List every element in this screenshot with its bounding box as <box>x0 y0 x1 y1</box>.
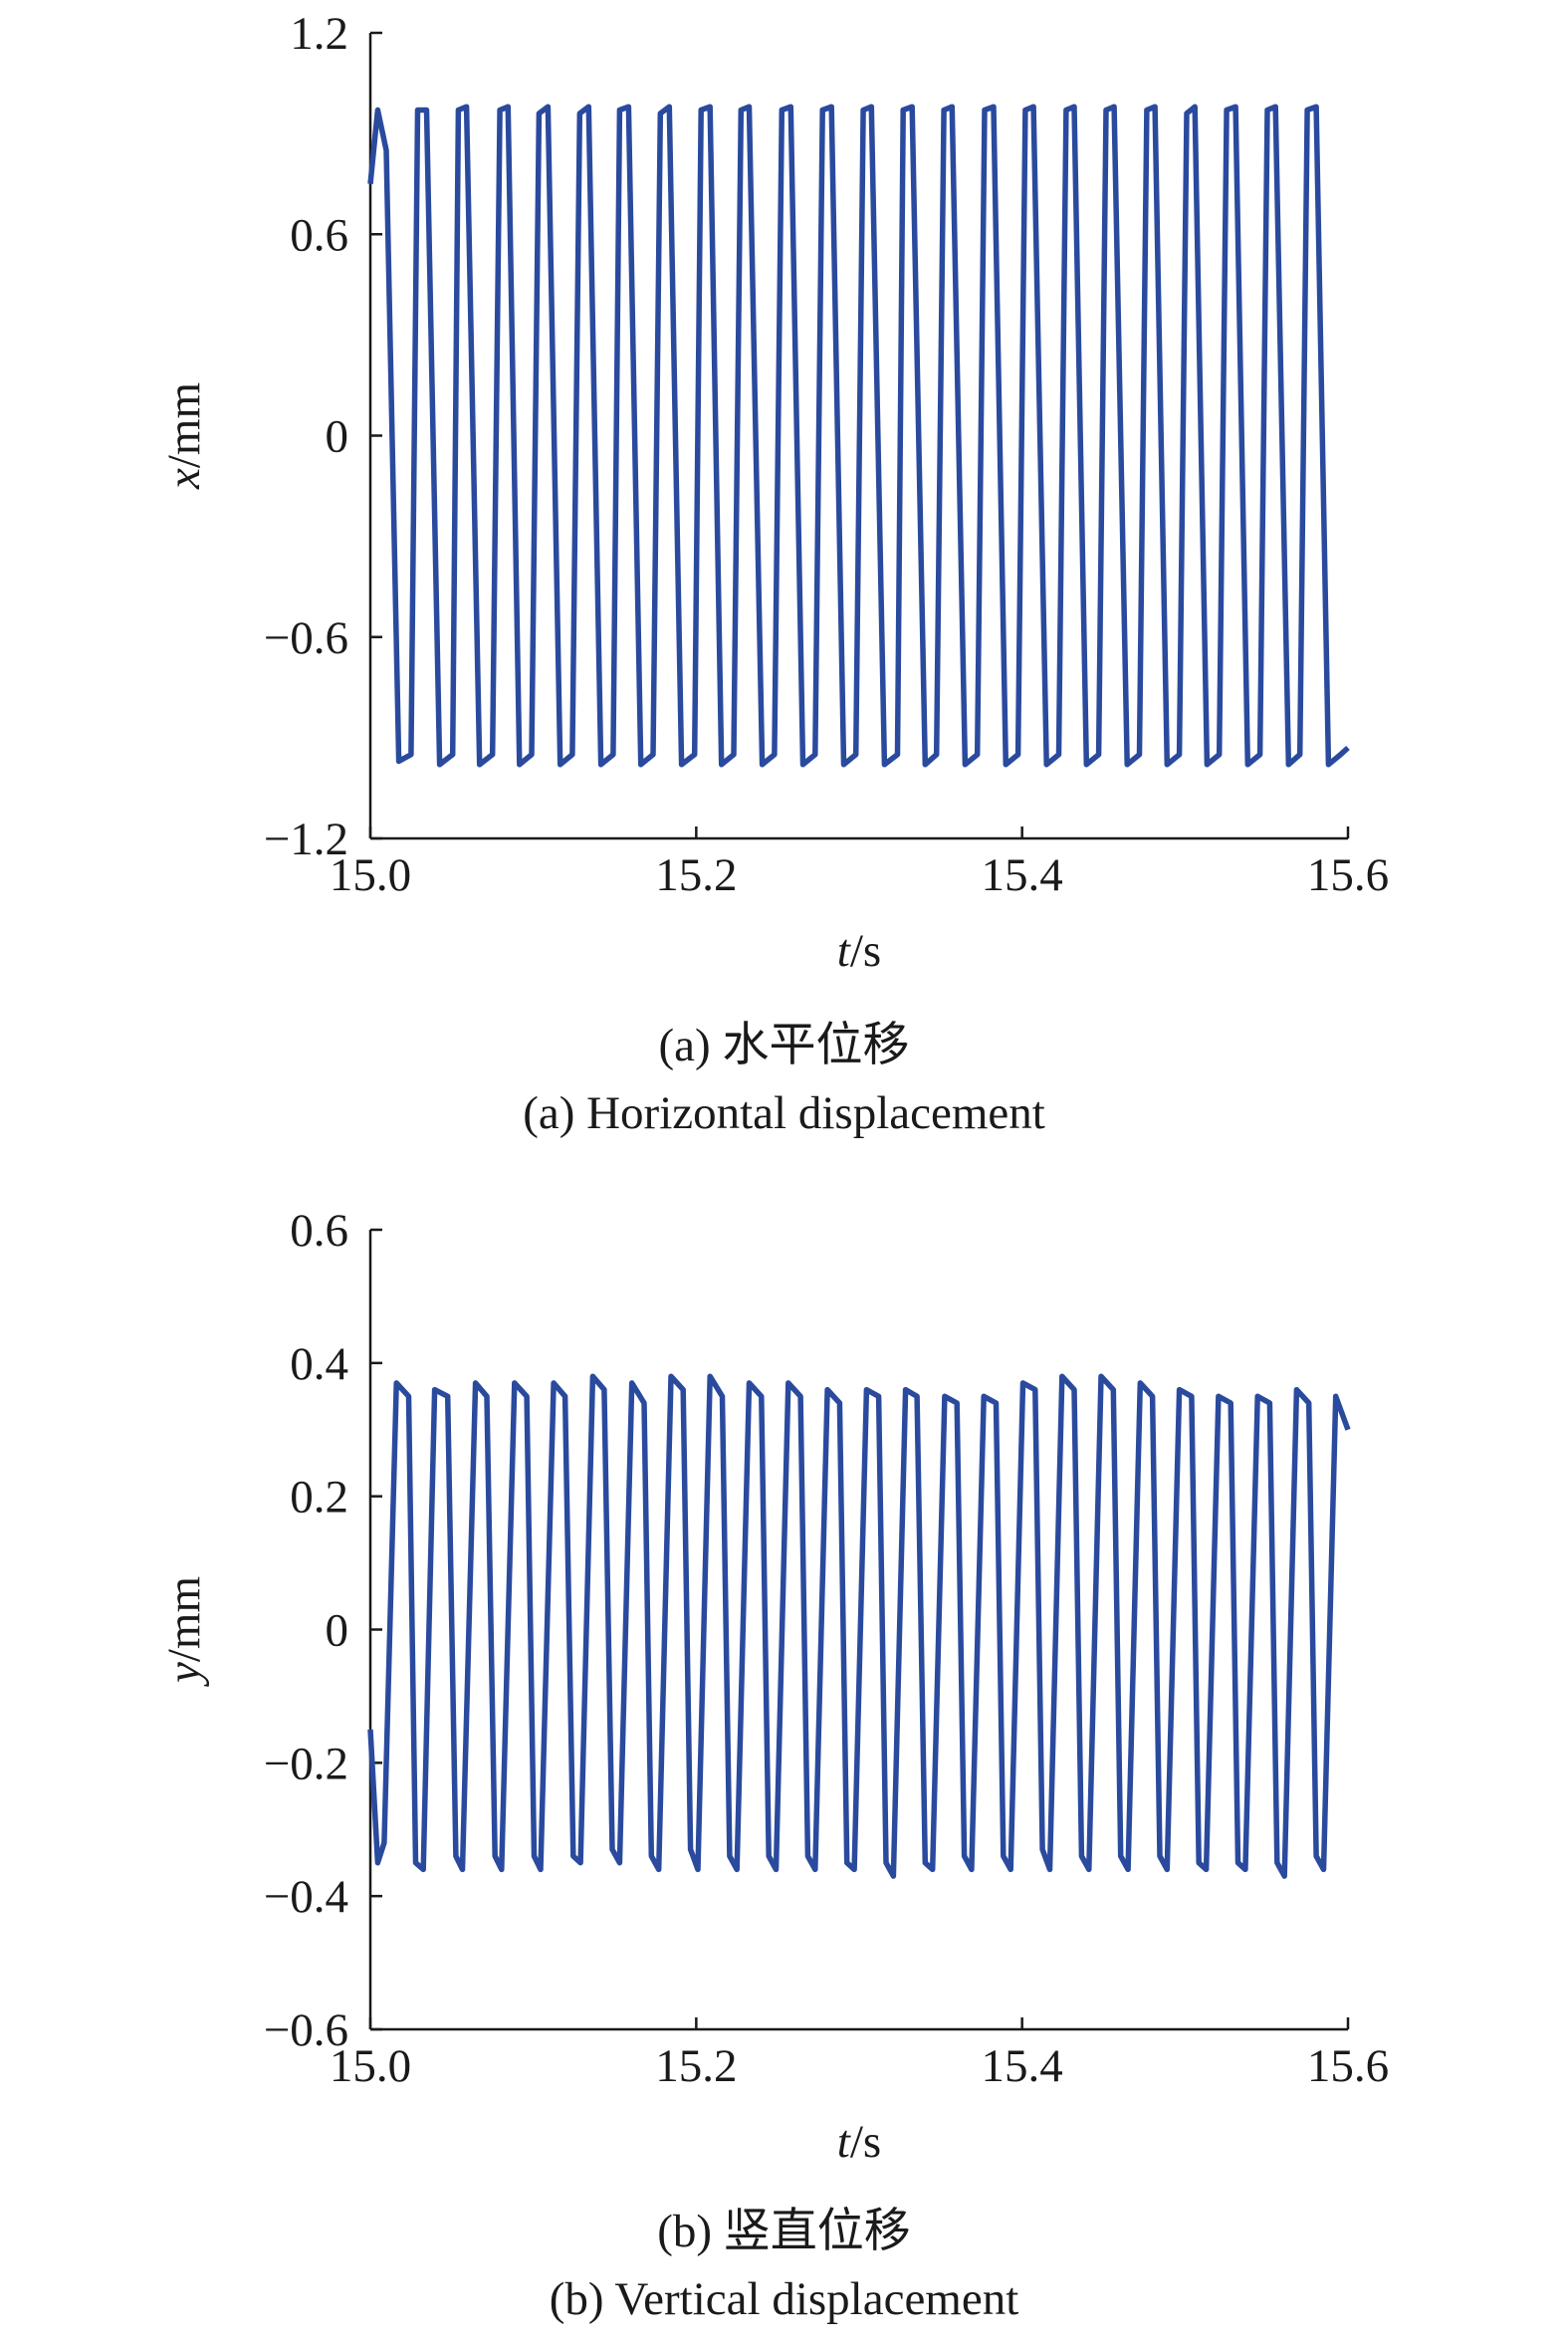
data-series-line <box>367 1373 1351 1879</box>
x-tick-label: 15.0 <box>330 849 411 901</box>
x-tick-label: 15.0 <box>330 2040 411 2092</box>
y-tick-label: −0.2 <box>264 1738 348 1789</box>
x-tick-label: 15.2 <box>655 2040 737 2092</box>
x-axis-label: t/s <box>837 2116 881 2168</box>
y-tick-label: −0.4 <box>264 1871 348 1923</box>
x-tick-label: 15.2 <box>655 849 737 901</box>
y-tick-label: −0.6 <box>264 2004 348 2056</box>
y-axis-label: y/mm <box>158 1576 210 1687</box>
x-tick-label: 15.6 <box>1307 2040 1389 2092</box>
caption-b-english: (b) Vertical displacement <box>549 2273 1019 2325</box>
y-tick-label: 1.2 <box>290 8 348 60</box>
y-tick-label: 0.4 <box>290 1338 348 1390</box>
caption-a-chinese: (a) 水平位移 <box>658 1020 910 1071</box>
y-tick-label: 0.2 <box>290 1472 348 1524</box>
y-tick-label: 0.6 <box>290 209 348 261</box>
x-axis-label: t/s <box>837 925 881 977</box>
y-tick-label: 0 <box>326 411 349 463</box>
x-tick-label: 15.4 <box>982 849 1063 901</box>
y-axis-label: x/mm <box>158 382 210 490</box>
data-series-line <box>367 104 1350 768</box>
caption-b-chinese: (b) 竖直位移 <box>657 2206 911 2257</box>
x-tick-label: 15.6 <box>1307 849 1389 901</box>
y-tick-label: 0.6 <box>290 1205 348 1257</box>
chart-horizontal-displacement: 1.2 0.6 0 −0.6 −1.215.0 15.2 15.4 15.6 t/s x/mm <box>158 8 1389 977</box>
y-tick-label: −1.2 <box>264 814 348 865</box>
y-tick-label: 0 <box>326 1605 349 1657</box>
caption-a-english: (a) Horizontal displacement <box>523 1087 1045 1139</box>
chart-vertical-displacement: 0.6 0.4 0.2 0 −0.2 −0.4 −0.615.0 15.2 15.4 15.6 t/… <box>158 1205 1389 2168</box>
panel-a-horizontal: 1.2 0.6 0 −0.6 −1.2 15.0 15.2 15.4 15.6 t/s x/mm (… <box>0 0 1568 1170</box>
y-tick-label: −0.6 <box>264 612 348 664</box>
panel-b-vertical: 0.6 0.4 0.2 0 −0.2 −0.4 −0.6 15.0 15.2 15.4 15.6 t/… <box>0 1170 1568 2348</box>
x-tick-label: 15.4 <box>982 2040 1063 2092</box>
